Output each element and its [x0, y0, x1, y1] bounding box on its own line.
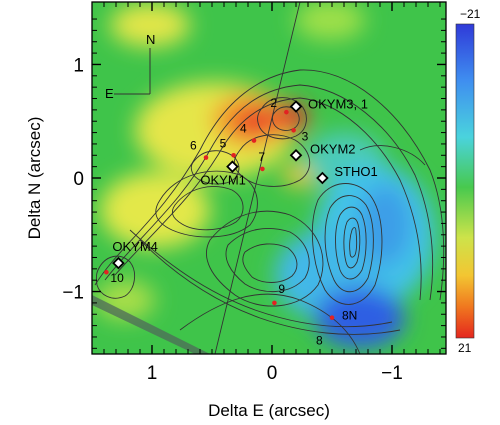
source-diamond-marker	[316, 171, 329, 185]
source-label: STHO1	[334, 164, 377, 179]
colorbar-bottom-label: 21	[458, 341, 472, 355]
numbered-point-marker	[251, 138, 257, 143]
numbered-point-label: 4	[240, 122, 247, 136]
source-diamond-marker	[289, 149, 303, 162]
source-diamond-marker	[112, 256, 125, 270]
tick-labels: 1 0 −110−1	[62, 55, 403, 384]
compass-east-label: E	[105, 86, 114, 101]
major-ticks	[92, 2, 446, 354]
compass-north-label: N	[146, 32, 155, 47]
x-tick-label: 0	[267, 363, 278, 384]
contour-lines	[94, 69, 445, 354]
x-tick-label: −1	[381, 363, 403, 384]
numbered-point-label: 8	[316, 333, 323, 347]
numbered-point-label: 9	[278, 282, 285, 296]
numbered-point-label: 3	[302, 129, 309, 143]
source-diamond-marker	[289, 100, 303, 113]
y-tick-label: −1	[62, 283, 84, 304]
y-tick-label: 0	[73, 169, 84, 190]
numbered-point-label: 8N	[342, 309, 357, 323]
minor-ticks	[92, 2, 446, 354]
numbered-point-label: 10	[110, 271, 124, 285]
numbered-point-marker	[329, 315, 335, 320]
numbered-point-marker	[291, 128, 296, 133]
numbered-point-label: 7	[258, 150, 265, 164]
numbered-point-marker	[104, 269, 109, 275]
source-label: OKYM2	[310, 141, 356, 156]
colorbar	[455, 23, 475, 339]
source-label: OKYM1	[200, 173, 246, 188]
numbered-points: 2 3 45 6 7 9 8N 8 10	[104, 96, 357, 354]
source-diamond-marker	[226, 160, 239, 173]
numbered-point-marker	[284, 109, 289, 115]
numbered-point-marker	[260, 166, 265, 172]
numbered-point-label: 2	[270, 96, 277, 110]
x-tick-label: 1	[147, 363, 158, 384]
numbered-point-label: 6	[190, 139, 197, 153]
numbered-point-marker	[203, 155, 209, 160]
y-tick-label: 1	[73, 55, 84, 76]
compass	[114, 48, 151, 95]
colorbar-top-label: −21	[460, 7, 481, 21]
source-markers: OKYM3, 1 OKYM2 STHO1 OKYM1 OKYM4	[112, 96, 378, 270]
numbered-point-marker	[272, 300, 277, 306]
x-axis-label: Delta E (arcsec)	[208, 401, 330, 420]
y-axis-label: Delta N (arcsec)	[25, 117, 44, 240]
source-label: OKYM4	[112, 239, 158, 254]
numbered-point-label: 5	[220, 136, 227, 150]
numbered-point-marker	[319, 353, 321, 354]
numbered-point-marker	[231, 152, 236, 158]
source-label: OKYM3, 1	[308, 96, 368, 111]
